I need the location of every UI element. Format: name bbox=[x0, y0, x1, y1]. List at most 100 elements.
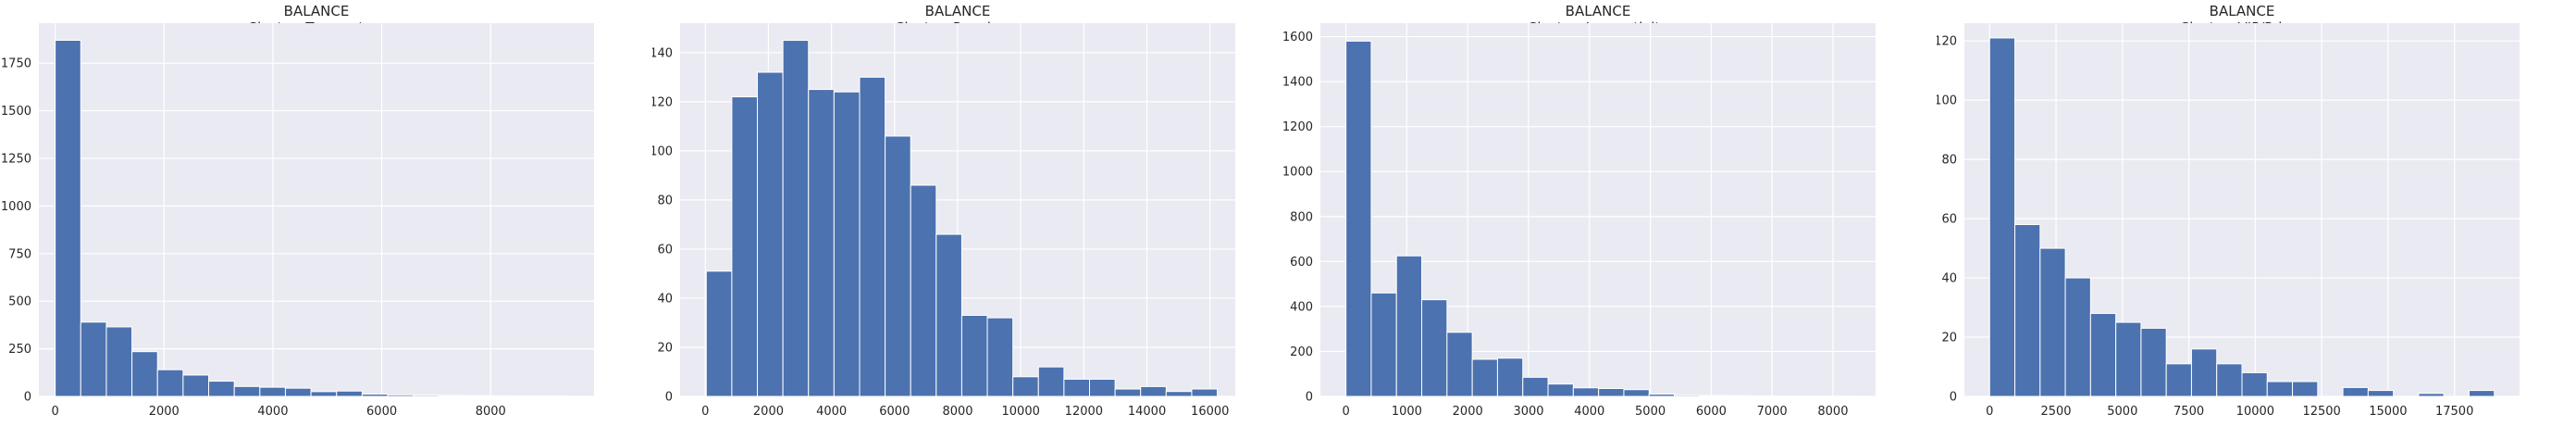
y-tick-label: 1200 bbox=[1282, 120, 1313, 134]
histogram-bar bbox=[361, 394, 389, 397]
histogram-bar bbox=[1674, 395, 1701, 397]
x-tick-label: 0 bbox=[1342, 405, 1349, 419]
histogram-bar bbox=[464, 395, 491, 397]
histogram-bar bbox=[2342, 386, 2369, 397]
histogram-bar bbox=[1471, 358, 1498, 397]
histogram-bar bbox=[489, 395, 516, 397]
y-tick-label: 20 bbox=[657, 341, 673, 355]
x-tick-label: 12000 bbox=[1065, 405, 1103, 419]
histogram-bar bbox=[1345, 40, 1372, 397]
histogram-bar bbox=[2140, 327, 2167, 397]
histogram-bar bbox=[2014, 223, 2041, 397]
histogram-bar bbox=[438, 395, 465, 397]
histogram-bar bbox=[1522, 376, 1549, 397]
y-tick-label: 40 bbox=[1941, 272, 1957, 286]
x-tick-label: 1000 bbox=[1392, 405, 1422, 419]
y-tick-label: 1500 bbox=[1, 105, 31, 119]
y-tick-label: 200 bbox=[1290, 345, 1313, 359]
histogram-bar bbox=[808, 89, 835, 397]
y-tick-label: 750 bbox=[8, 247, 31, 261]
y-tick-label: 1000 bbox=[1, 200, 31, 214]
histogram-bar bbox=[859, 76, 886, 397]
histogram-bar bbox=[310, 391, 338, 397]
histogram-bar bbox=[413, 395, 440, 397]
histogram-bar bbox=[1572, 387, 1600, 397]
x-tick-label: 0 bbox=[701, 405, 709, 419]
histogram-bar bbox=[233, 385, 261, 397]
y-tick-label: 1750 bbox=[1, 57, 31, 71]
histogram-bar bbox=[1699, 395, 1726, 397]
x-tick-label: 5000 bbox=[2107, 405, 2137, 419]
histogram-bar bbox=[2266, 381, 2294, 397]
histogram-bar bbox=[782, 40, 810, 397]
y-tick-label: 1600 bbox=[1282, 31, 1313, 44]
histogram-bar bbox=[2190, 348, 2218, 397]
y-tick-label: 100 bbox=[652, 144, 673, 158]
y-tick-label: 120 bbox=[1937, 35, 1957, 49]
histogram-bar bbox=[182, 374, 210, 397]
x-tick-label: 0 bbox=[1986, 405, 1993, 419]
histogram-bar bbox=[1395, 255, 1423, 397]
x-tick-label: 7000 bbox=[1757, 405, 1788, 419]
y-tick-label: 0 bbox=[665, 391, 673, 405]
histogram-bar bbox=[2468, 390, 2496, 397]
histogram-bar bbox=[2241, 371, 2268, 397]
y-tick-label: 1250 bbox=[1, 152, 31, 166]
x-tick-label: 0 bbox=[52, 405, 59, 419]
x-tick-label: 6000 bbox=[1696, 405, 1727, 419]
histogram-bar bbox=[2089, 312, 2117, 397]
y-tick-label: 0 bbox=[24, 391, 31, 405]
chart-title-main: BALANCE bbox=[1565, 3, 1631, 19]
histogram-bar bbox=[885, 135, 911, 397]
histogram-chart-3: 0 2500 5000 7500 10000 12500 15000 17500 0 20 40 60… bbox=[1937, 23, 2520, 419]
y-tick-label: 80 bbox=[1941, 154, 1957, 168]
x-tick-label: 2000 bbox=[149, 405, 180, 419]
histogram-bar bbox=[1598, 388, 1625, 397]
histogram-bar bbox=[1648, 394, 1676, 397]
histogram-bar bbox=[2165, 363, 2192, 397]
histogram-bar bbox=[2292, 381, 2319, 397]
histogram-bar bbox=[1421, 299, 1448, 397]
y-tick-label: 500 bbox=[8, 295, 31, 309]
histogram-bar bbox=[1165, 391, 1193, 397]
histogram-bar bbox=[2367, 390, 2395, 397]
histogram-chart-1: 0 2000 4000 6000 8000 10000 12000 14000 16000 0 20… bbox=[652, 23, 1235, 419]
histogram-bar bbox=[1724, 395, 1751, 397]
histogram-bar bbox=[336, 390, 363, 397]
histogram-chart-2: 0 1000 2000 3000 4000 5000 6000 7000 8000 0 200 400… bbox=[1282, 23, 1876, 419]
y-tick-label: 60 bbox=[1941, 213, 1957, 227]
histogram-bar bbox=[156, 369, 184, 397]
x-tick-label: 6000 bbox=[366, 405, 397, 419]
histogram-bar bbox=[105, 326, 133, 397]
histogram-bar bbox=[284, 387, 312, 397]
x-tick-label: 2500 bbox=[2040, 405, 2071, 419]
y-tick-label: 100 bbox=[1937, 94, 1957, 108]
x-tick-label: 6000 bbox=[879, 405, 910, 419]
histogram-bar bbox=[1446, 332, 1473, 397]
histogram-bar bbox=[1063, 378, 1090, 397]
chart-title-main: BALANCE bbox=[2209, 3, 2275, 19]
chart-title-main: BALANCE bbox=[283, 3, 350, 19]
y-tick-label: 250 bbox=[8, 343, 31, 357]
histogram-bar bbox=[80, 321, 107, 397]
x-tick-label: 8000 bbox=[942, 405, 972, 419]
y-tick-label: 1000 bbox=[1282, 166, 1313, 180]
histogram-bar bbox=[131, 351, 158, 397]
x-tick-label: 8000 bbox=[1817, 405, 1848, 419]
y-tick-label: 0 bbox=[1950, 391, 1957, 405]
histogram-bar bbox=[1191, 388, 1219, 397]
histogram-bar bbox=[1370, 292, 1397, 397]
histogram-bar bbox=[2115, 321, 2142, 397]
x-tick-label: 4000 bbox=[816, 405, 847, 419]
histogram-bar bbox=[935, 233, 962, 397]
histogram-bar bbox=[757, 71, 784, 397]
x-tick-label: 7500 bbox=[2174, 405, 2204, 419]
histogram-bar bbox=[1114, 388, 1142, 397]
y-tick-label: 400 bbox=[1290, 300, 1313, 314]
chart-title-main: BALANCE bbox=[924, 3, 991, 19]
x-tick-label: 2000 bbox=[1453, 405, 1483, 419]
histogram-bar bbox=[1012, 376, 1039, 397]
histogram-bar bbox=[1037, 366, 1065, 397]
x-tick-label: 3000 bbox=[1513, 405, 1543, 419]
y-tick-label: 60 bbox=[657, 243, 673, 257]
